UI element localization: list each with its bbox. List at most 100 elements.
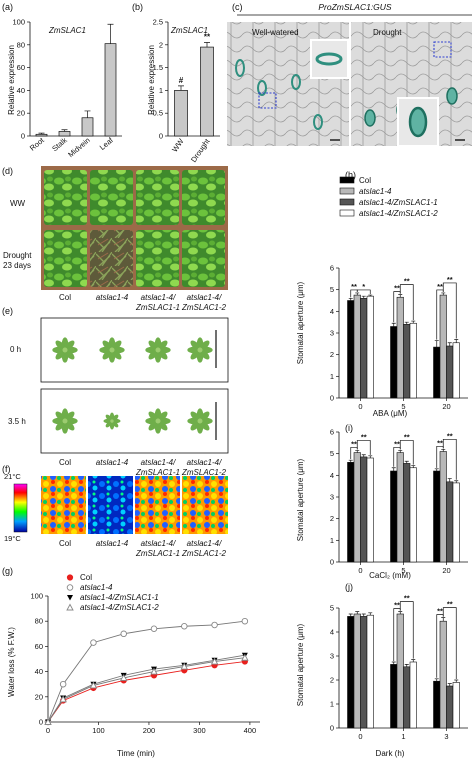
pi-y-tick-label: 2 [330, 514, 334, 523]
panel-g-series-line [47, 654, 245, 723]
pj-y-tick-label: 4 [330, 628, 334, 637]
panel-b-error-bar [178, 85, 184, 91]
panel-b-x-tick-label: WW [170, 136, 186, 154]
pj-bar [446, 685, 454, 729]
genotype-label: atslac1-4 [96, 293, 129, 302]
pj-sig-bracket [399, 601, 414, 659]
ph-error-bar [368, 294, 373, 297]
pi-error-bar [454, 480, 459, 483]
ph-y-tick-label: 4 [330, 307, 334, 316]
pj-bar [452, 682, 460, 729]
ph-y-tick-label: 2 [330, 350, 334, 359]
panel-g-y-tick-label: 80 [35, 617, 43, 626]
panel-g-point [150, 625, 158, 633]
row-label-0h: 0 h [10, 345, 21, 354]
pi-bar [409, 467, 417, 563]
panel-h-legend-label: atslac1-4 [359, 187, 392, 196]
ph-error-bar [434, 340, 439, 348]
panel-b-error-bar [204, 42, 210, 48]
panel-a-error-bar [38, 132, 45, 135]
panel-g-y-tick-label: 60 [35, 642, 43, 651]
pi-error-bar [391, 467, 396, 471]
ph-error-bar [441, 292, 446, 296]
panel-i-letter: (i) [345, 423, 353, 433]
panel-b-y-tick-label: 1 [159, 86, 163, 95]
genotype-label: atslac1-4/ [141, 293, 176, 302]
ph-bar [452, 342, 460, 399]
pj-error-bar [355, 611, 360, 614]
panel-a-x-tick-label: Leaf [98, 135, 116, 152]
panel-a-x-tick-label: Stalk [50, 135, 69, 153]
rosette [52, 408, 78, 434]
thermal-zmslac1-2 [182, 476, 228, 534]
panel-a-letter: (a) [2, 2, 13, 12]
panel-g-legend-marker [67, 595, 73, 601]
pi-bar [439, 451, 447, 563]
panel-a-ylabel: Relative expression [7, 45, 16, 115]
panel-a-bar [81, 117, 94, 137]
genotype-label: atslac1-4/ [141, 539, 176, 548]
pi-bar [446, 481, 454, 563]
panel-g-x-tick-label: 100 [92, 726, 105, 735]
panel-b-x-tick-label: Drought [189, 136, 212, 164]
panel-g-y-tick-label: 20 [35, 692, 43, 701]
rosette-center [155, 418, 161, 424]
ph-y-tick-label: 0 [330, 394, 334, 403]
pj-y-tick-label: 3 [330, 652, 334, 661]
zoom-box [433, 41, 452, 58]
rosette [145, 337, 171, 363]
stoma [257, 80, 267, 96]
rosette [99, 337, 125, 363]
ph-error-bar [355, 292, 360, 296]
pi-bar [390, 470, 398, 563]
ph-sig-bracket [356, 289, 371, 295]
ph-error-bar [361, 295, 366, 299]
panel-h-legend-swatch [339, 187, 355, 195]
panel-g-y-tick-label: 100 [30, 592, 43, 601]
panel-h-legend-swatch [339, 209, 355, 217]
panel-a-y-tick-label: 100 [12, 18, 25, 27]
pj-sig-bracket [442, 607, 457, 679]
pot-ww-zmslac1-1 [136, 170, 179, 225]
pi-error-bar [348, 459, 353, 463]
rosette [103, 412, 121, 430]
ph-bar [353, 294, 361, 399]
pot-drought-col [44, 230, 87, 287]
pj-error-bar [441, 617, 446, 622]
genotype-label: ZmSLAC1-1 [135, 549, 180, 558]
panel-a-y-tick-label: 20 [17, 109, 25, 118]
panel-g-point [150, 667, 158, 675]
panel-h-letter: (h) [345, 170, 356, 180]
temperature-min: 19°C [4, 534, 21, 543]
panel-c-right-label: Drought [373, 28, 402, 37]
ph-error-bar [398, 294, 403, 298]
pi-error-bar [361, 454, 366, 457]
row-label-ww: WW [10, 199, 26, 208]
pj-y-tick-label: 5 [330, 604, 334, 613]
panel-g-legend-marker [66, 574, 74, 581]
panel-b-y-tick-label: 2 [159, 40, 163, 49]
panel-a-bar [104, 43, 117, 137]
pj-error-bar [447, 683, 452, 686]
stoma [313, 114, 323, 130]
panel-g-point [211, 621, 218, 629]
pi-y-tick-label: 5 [330, 449, 334, 458]
rosette [187, 337, 213, 363]
ph-significance: ** [437, 282, 443, 291]
pj-error-bar [398, 611, 403, 614]
pi-bar [403, 463, 411, 563]
panel-j: (j) Stomatal aperture (μm) Dark (h) 0 1 2 3… [296, 582, 468, 758]
panel-h-legend-label: atslac1-4/ZmSLAC1-1 [359, 198, 438, 207]
pj-y-tick-label: 0 [330, 724, 334, 733]
panel-a-y-tick-label: 60 [17, 63, 25, 72]
panel-g-legend-label: atslac1-4/ZmSLAC1-1 [80, 593, 159, 602]
stoma [235, 59, 245, 77]
ph-error-bar [447, 342, 452, 346]
pj-x-tick-label: 0 [358, 732, 362, 741]
ph-bar [366, 295, 374, 399]
pi-error-bar [411, 465, 416, 468]
panel-h-ylabel: Stomatal aperture (μm) [296, 281, 305, 364]
ph-bar [433, 346, 441, 399]
panel-a-bar [58, 131, 71, 137]
